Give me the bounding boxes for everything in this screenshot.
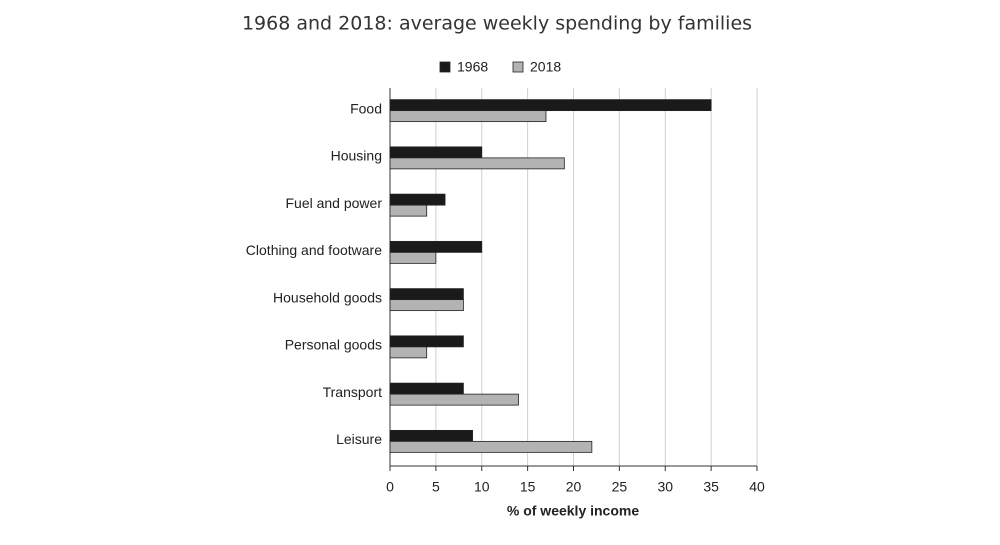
x-tick-label: 15 xyxy=(520,479,536,495)
x-tick-label: 10 xyxy=(474,479,490,495)
bar xyxy=(389,393,519,406)
x-tick-label: 20 xyxy=(566,479,582,495)
legend-swatch xyxy=(439,61,451,73)
x-tick-label: 5 xyxy=(432,479,440,495)
bar xyxy=(389,110,547,123)
bar xyxy=(389,146,483,159)
bar xyxy=(389,382,464,395)
x-tick-label: 30 xyxy=(657,479,673,495)
bar xyxy=(389,429,473,442)
bar xyxy=(389,346,428,359)
y-tick-label: Transport xyxy=(323,384,383,400)
bar xyxy=(389,204,428,217)
x-tick-label: 35 xyxy=(703,479,719,495)
legend-swatch xyxy=(512,61,524,73)
x-axis-label: % of weekly income xyxy=(507,503,639,519)
y-tick-label: Housing xyxy=(331,148,382,164)
bar xyxy=(389,240,483,253)
bar xyxy=(389,157,565,170)
chart-title: 1968 and 2018: average weekly spending b… xyxy=(242,13,752,35)
x-tick-label: 25 xyxy=(612,479,628,495)
bar xyxy=(389,251,437,264)
bar xyxy=(389,440,593,453)
bar xyxy=(389,99,712,112)
y-tick-label: Leisure xyxy=(336,431,382,447)
bar xyxy=(389,288,464,301)
y-tick-label: Clothing and footware xyxy=(246,242,382,258)
y-tick-label: Food xyxy=(350,100,382,116)
y-tick-label: Fuel and power xyxy=(285,195,382,211)
y-tick-label: Personal goods xyxy=(285,337,382,353)
y-tick-label: Household goods xyxy=(273,289,382,305)
legend-label: 1968 xyxy=(457,59,488,75)
bar xyxy=(389,299,464,312)
legend-label: 2018 xyxy=(530,59,561,75)
bar xyxy=(389,335,464,348)
x-tick-label: 0 xyxy=(386,479,394,495)
bar xyxy=(389,193,446,206)
x-tick-label: 40 xyxy=(749,479,765,495)
